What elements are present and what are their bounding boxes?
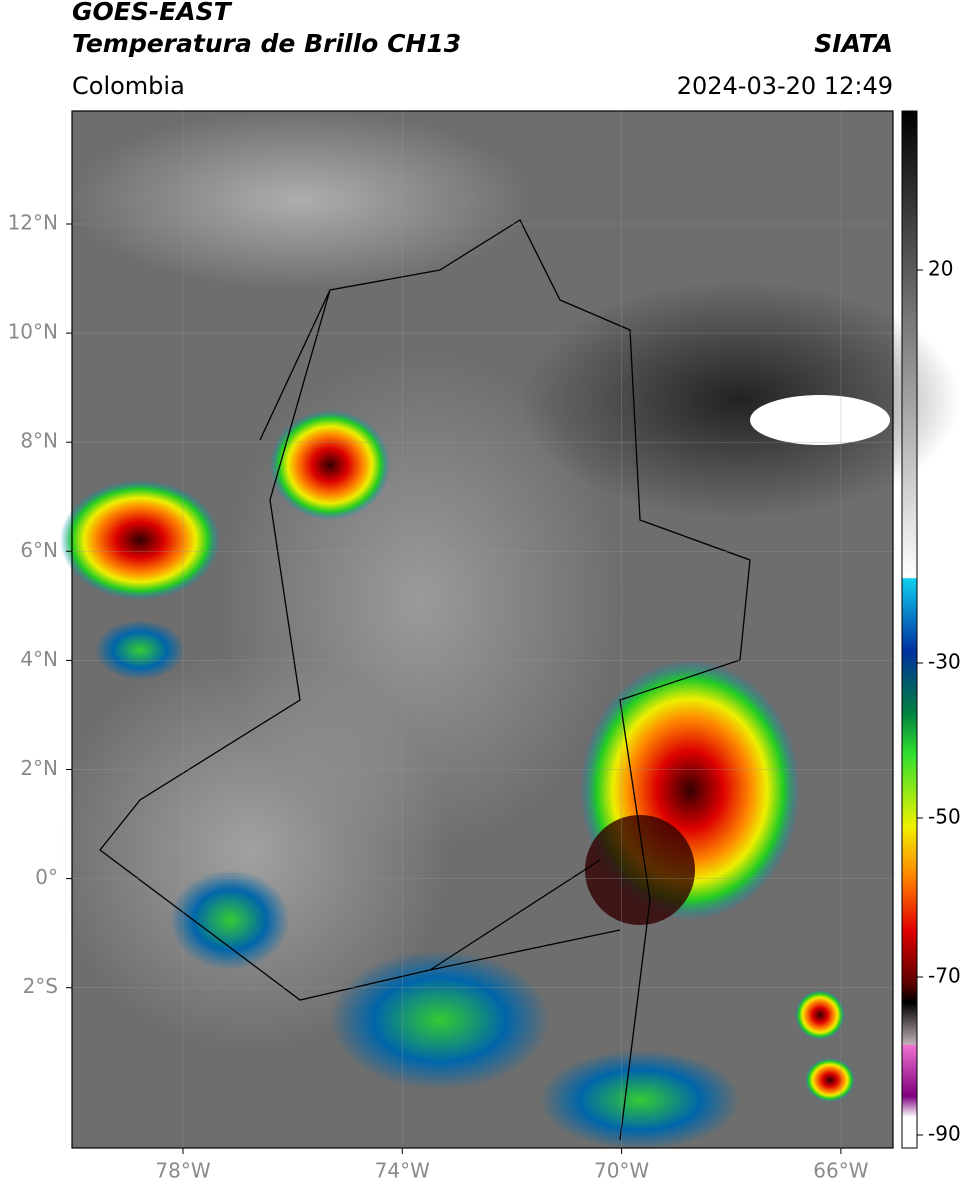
- colorbar: [901, 110, 918, 1149]
- lat-label: 10°N: [8, 320, 58, 344]
- lon-label: 74°W: [375, 1159, 430, 1183]
- colorbar-label: -70: [928, 964, 961, 988]
- lon-label: 70°W: [594, 1159, 649, 1183]
- lon-label: 78°W: [155, 1159, 210, 1183]
- colorbar-label: -30: [928, 650, 961, 674]
- lat-label: 4°N: [20, 647, 58, 671]
- source: SIATA: [814, 29, 893, 58]
- colorbar-label: -50: [928, 805, 961, 829]
- colorbar-label: -90: [928, 1122, 961, 1146]
- colorbar-label: 20: [928, 257, 953, 281]
- title: GOES-EAST: [72, 0, 233, 26]
- map-image: [50, 110, 960, 1150]
- lat-label: 8°N: [20, 429, 58, 453]
- lon-label: 66°W: [813, 1159, 868, 1183]
- lat-label: 2°N: [20, 756, 58, 780]
- lat-label: 2°S: [23, 974, 58, 998]
- lat-label: 12°N: [8, 211, 58, 235]
- region: Colombia: [72, 72, 185, 100]
- lat-label: 6°N: [20, 538, 58, 562]
- subtitle: Temperatura de Brillo CH13: [72, 29, 461, 58]
- datetime: 2024-03-20 12:49: [677, 72, 893, 100]
- lat-label: 0°: [35, 865, 58, 889]
